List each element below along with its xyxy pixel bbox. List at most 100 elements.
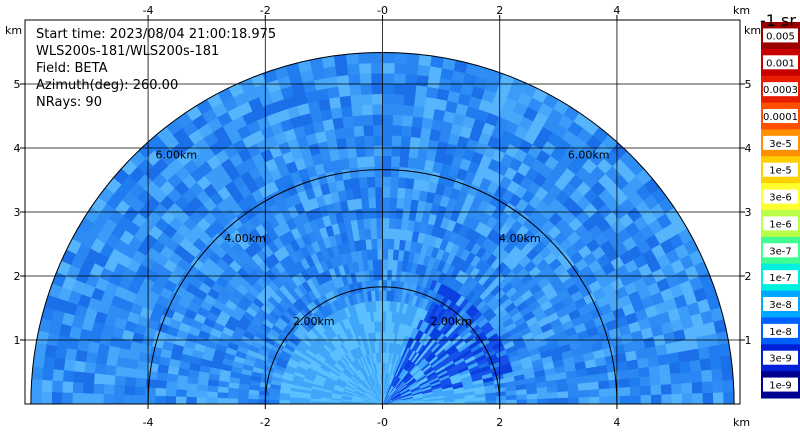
- field-cell: [382, 186, 391, 198]
- field-cell: [328, 96, 342, 109]
- field-cell: [347, 73, 361, 86]
- field-cell: [721, 366, 734, 381]
- field-cell: [709, 356, 723, 370]
- field-cell: [711, 367, 724, 382]
- field-cell: [619, 386, 631, 397]
- field-cell: [640, 394, 652, 404]
- field-cell: [390, 145, 401, 157]
- ring-label-right: 6.00km: [568, 149, 610, 162]
- field-cell: [382, 176, 391, 188]
- x-tick-label-top: -2: [260, 4, 271, 17]
- field-cell: [113, 375, 126, 387]
- field-cell: [369, 52, 383, 64]
- x-tick-label-top: -4: [143, 4, 154, 17]
- colorbar-label-bg: [763, 323, 798, 338]
- field-cell: [404, 73, 418, 86]
- field-cell: [640, 384, 652, 396]
- x-tick-label-bottom: -2: [260, 416, 271, 429]
- field-cell: [388, 217, 396, 229]
- field-cell: [516, 398, 528, 404]
- field-cell: [354, 135, 365, 148]
- field-cell: [416, 64, 431, 77]
- field-cell: [350, 104, 363, 117]
- field-cell: [387, 248, 394, 260]
- field-cell: [423, 96, 437, 109]
- field-cell: [346, 146, 357, 159]
- instrument-text: WLS200s-181/WLS200s-181: [36, 44, 219, 59]
- field-cell: [364, 145, 375, 157]
- field-cell: [402, 197, 412, 210]
- field-cell: [382, 248, 389, 260]
- field-cell: [377, 258, 383, 270]
- field-cell: [94, 363, 107, 376]
- field-cell: [258, 395, 270, 401]
- field-cell: [382, 227, 389, 239]
- field-cell: [362, 124, 374, 137]
- field-cell: [405, 167, 416, 180]
- field-cell: [373, 155, 383, 167]
- field-cell: [680, 371, 693, 384]
- colorbar-label: 3e-8: [769, 300, 792, 311]
- field-cell: [650, 393, 663, 404]
- y-tick-label-left: 1: [14, 334, 21, 347]
- x-tick-label-bottom: 2: [496, 416, 503, 429]
- field-cell: [136, 360, 149, 372]
- field-cell: [103, 374, 116, 386]
- field-cell: [402, 104, 415, 117]
- field-cell: [320, 401, 332, 404]
- x-unit-top: km: [733, 4, 750, 17]
- colorbar: 0.005 0.001 0.0003 0.0001 3e-5 1e-5 3e-6 1e-6 3e…: [761, 22, 800, 399]
- field-cell: [412, 105, 425, 118]
- axis-ticks: -4 -4 -2 -2 -0 -0 2 2 4 4 1 1 2 2 3 3 4 4 5 5: [14, 4, 752, 429]
- field-cell: [375, 207, 383, 219]
- field-cell: [619, 395, 632, 404]
- field-cell: [124, 376, 136, 388]
- y-tick-label-left: 5: [14, 78, 21, 91]
- field-cell: [41, 367, 54, 382]
- colorbar-label: 0.0001: [763, 112, 798, 123]
- field-cell: [415, 157, 426, 171]
- field-cell: [326, 86, 340, 99]
- field-cell: [351, 114, 364, 127]
- field-cell: [237, 393, 249, 400]
- field-cell: [568, 396, 580, 404]
- field-cell: [588, 388, 600, 398]
- field-cell: [388, 207, 397, 219]
- field-cell: [382, 62, 395, 74]
- y-tick-label-right: 2: [745, 270, 752, 283]
- y-unit-right: km: [744, 24, 761, 37]
- field-cell: [358, 62, 372, 75]
- colorbar-label-bg: [763, 377, 798, 392]
- y-tick-label-left: 3: [14, 206, 21, 219]
- colorbar-label-bg: [763, 297, 798, 311]
- field-cell: [671, 382, 683, 395]
- field-cell: [216, 397, 228, 404]
- field-cell: [123, 385, 136, 396]
- field-cell: [382, 310, 387, 322]
- field-cell: [104, 364, 117, 377]
- field-cell: [92, 393, 104, 404]
- field-cell: [389, 196, 398, 209]
- field-cell: [691, 381, 704, 394]
- field-cell: [356, 156, 367, 168]
- beta-field: [30, 52, 735, 404]
- field-cell: [372, 124, 383, 136]
- field-cell: [408, 146, 419, 159]
- field-cell: [681, 382, 693, 394]
- field-cell: [397, 176, 407, 189]
- field-cell: [30, 391, 42, 404]
- field-cell: [587, 380, 600, 390]
- colorbar-label: 3e-7: [769, 246, 792, 257]
- field-cell: [392, 93, 405, 106]
- field-cell: [368, 207, 377, 219]
- y-tick-label-left: 4: [14, 142, 21, 155]
- field-cell: [144, 395, 156, 404]
- field-cell: [357, 52, 371, 64]
- field-cell: [393, 83, 406, 95]
- field-cell: [51, 380, 63, 394]
- field-cell: [359, 83, 372, 95]
- field-cell: [588, 396, 600, 404]
- field-cell: [374, 196, 383, 208]
- field-cell: [608, 378, 621, 389]
